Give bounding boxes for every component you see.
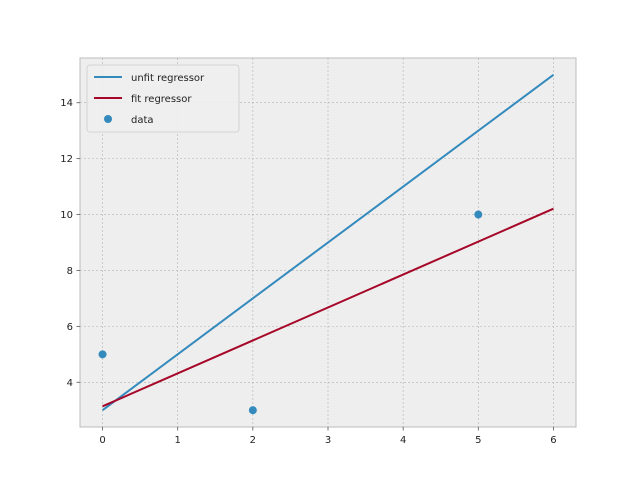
series-line-fit-regressor [102,207,554,408]
data-point [248,406,257,415]
x-tick-label: 4 [400,435,406,446]
legend-swatch-marker [104,115,112,123]
x-tick-label: 2 [250,435,256,446]
y-tick-label: 14 [60,98,73,109]
data-point [98,350,107,359]
y-tick-label: 12 [60,154,73,165]
y-tick-label: 8 [67,266,73,277]
data-point [474,210,483,219]
legend-label: fit regressor [131,94,192,105]
x-tick-label: 1 [175,435,181,446]
legend-box [86,64,240,133]
y-tick-label: 10 [60,210,73,221]
legend: unfit regressor fit regressor data [86,64,240,133]
x-tick-label: 3 [325,435,331,446]
x-tick-label: 6 [550,435,556,446]
y-tick-label: 6 [67,322,73,333]
legend-label: unfit regressor [131,73,205,84]
y-tick-label: 4 [67,378,73,389]
x-tick-label: 0 [99,435,105,446]
legend-label: data [131,115,154,126]
series-line-unfit-regressor [101,73,555,412]
series-layer [98,73,555,415]
x-tick-label: 5 [475,435,481,446]
